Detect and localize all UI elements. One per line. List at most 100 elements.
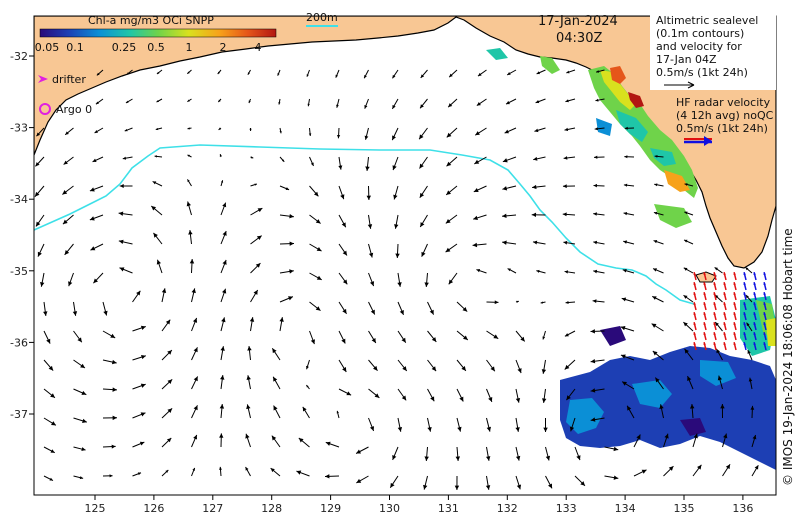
velocity-arrow xyxy=(590,359,605,364)
x-tick-label: 128 xyxy=(261,502,282,515)
colorbar: Chl-a mg/m3 OCi SNPP 0.05 0.1 0.25 0.5 1 2 4 xyxy=(35,14,277,54)
velocity-arrow xyxy=(624,155,635,159)
velocity-arrow xyxy=(355,446,369,454)
velocity-arrow xyxy=(659,404,664,419)
hf-radar-arrow xyxy=(713,322,717,331)
velocity-arrow xyxy=(250,235,262,245)
velocity-arrow xyxy=(477,69,487,77)
velocity-arrow xyxy=(277,69,281,76)
hf-radar-arrow xyxy=(703,332,707,341)
velocity-arrow xyxy=(309,185,319,197)
velocity-arrow xyxy=(683,321,694,332)
velocity-arrow xyxy=(574,475,586,487)
velocity-arrow xyxy=(474,156,487,165)
velocity-arrow xyxy=(307,98,310,107)
velocity-arrow xyxy=(562,212,576,217)
colorbar-tick-label: 0.25 xyxy=(112,41,137,54)
hf-radar-arrow xyxy=(703,322,707,331)
velocity-arrow xyxy=(654,377,664,390)
velocity-arrow xyxy=(119,183,133,188)
velocity-arrow xyxy=(72,301,78,316)
hf-radar-arrow xyxy=(753,282,757,291)
hf-radar-arrow xyxy=(743,342,747,351)
y-tick-label: -34 xyxy=(10,193,28,206)
velocity-arrow xyxy=(35,214,45,227)
velocity-arrow xyxy=(186,69,192,75)
velocity-arrow xyxy=(486,330,499,340)
velocity-arrow xyxy=(563,240,576,245)
velocity-arrow xyxy=(217,98,222,103)
hf-radar-arrow xyxy=(723,312,727,321)
velocity-arrow xyxy=(394,214,399,229)
velocity-arrow xyxy=(654,183,664,187)
velocity-arrow xyxy=(590,329,605,334)
hf-radar-arrow xyxy=(723,282,727,291)
credit-text: © IMOS 19-Jan-2024 18:06:08 Hobart time xyxy=(781,228,795,486)
colorbar-tick-label: 4 xyxy=(255,41,262,54)
hf-radar-arrow xyxy=(733,342,737,351)
hf-radar-arrow xyxy=(763,302,767,311)
x-tick-label: 126 xyxy=(143,502,164,515)
hf-radar-arrow xyxy=(733,312,737,321)
velocity-arrow xyxy=(73,388,87,396)
velocity-arrow xyxy=(745,267,753,274)
velocity-arrow xyxy=(102,330,116,339)
hf-line-2: (4 12h avg) noQC xyxy=(676,109,774,122)
velocity-arrow xyxy=(132,472,142,477)
velocity-arrow xyxy=(368,388,380,399)
colorbar-ticks: 0.05 0.1 0.25 0.5 1 2 4 xyxy=(35,41,262,54)
hf-radar-arrow xyxy=(743,292,747,301)
hf-radar-arrow xyxy=(703,342,707,351)
velocity-arrow xyxy=(626,405,635,419)
hf-radar-arrow xyxy=(763,342,767,351)
velocity-arrow xyxy=(486,359,496,372)
velocity-arrow xyxy=(102,387,118,392)
velocity-arrow xyxy=(279,156,285,163)
velocity-arrow xyxy=(623,183,635,187)
velocity-arrow xyxy=(564,270,576,274)
velocity-arrow xyxy=(418,127,428,140)
velocity-arrow xyxy=(191,288,196,303)
velocity-arrow xyxy=(273,405,281,419)
velocity-arrow xyxy=(73,446,86,452)
hf-radar-arrow xyxy=(753,312,757,321)
velocity-arrow xyxy=(309,214,321,224)
velocity-arrow xyxy=(533,156,546,161)
velocity-arrow xyxy=(593,183,605,188)
velocity-arrow xyxy=(191,317,198,332)
velocity-arrow xyxy=(476,98,487,107)
velocity-arrow xyxy=(309,301,321,312)
velocity-arrow xyxy=(68,272,74,287)
hf-radar-arrow xyxy=(713,302,717,311)
hf-radar-arrow xyxy=(693,292,697,301)
velocity-arrow xyxy=(37,243,45,257)
velocity-arrow xyxy=(446,127,458,138)
velocity-arrow xyxy=(633,434,641,448)
velocity-arrow xyxy=(595,69,605,73)
velocity-arrow xyxy=(247,346,252,361)
altimetry-line-4: 17-Jan 04Z xyxy=(656,53,717,66)
velocity-arrow xyxy=(161,379,173,390)
velocity-arrow xyxy=(654,154,664,158)
hf-radar-arrow xyxy=(753,342,757,351)
velocity-arrow xyxy=(325,441,340,448)
velocity-arrow xyxy=(427,417,432,432)
velocity-arrow xyxy=(745,294,753,303)
hf-radar-arrow xyxy=(763,272,767,281)
velocity-arrow xyxy=(272,376,281,390)
hf-radar-arrow xyxy=(753,292,757,301)
hf-radar-arrow xyxy=(693,272,697,281)
velocity-arrow xyxy=(191,347,198,361)
velocity-arrow xyxy=(35,156,45,167)
velocity-arrow xyxy=(593,240,605,245)
velocity-arrow xyxy=(189,258,195,274)
velocity-arrow xyxy=(651,323,664,332)
velocity-arrow xyxy=(73,475,84,480)
x-tick-label: 125 xyxy=(85,502,106,515)
velocity-arrow xyxy=(94,127,104,134)
velocity-arrow xyxy=(541,388,547,403)
velocity-arrow xyxy=(456,359,467,372)
velocity-arrow xyxy=(218,127,222,131)
title-time: 04:30Z xyxy=(556,31,602,46)
